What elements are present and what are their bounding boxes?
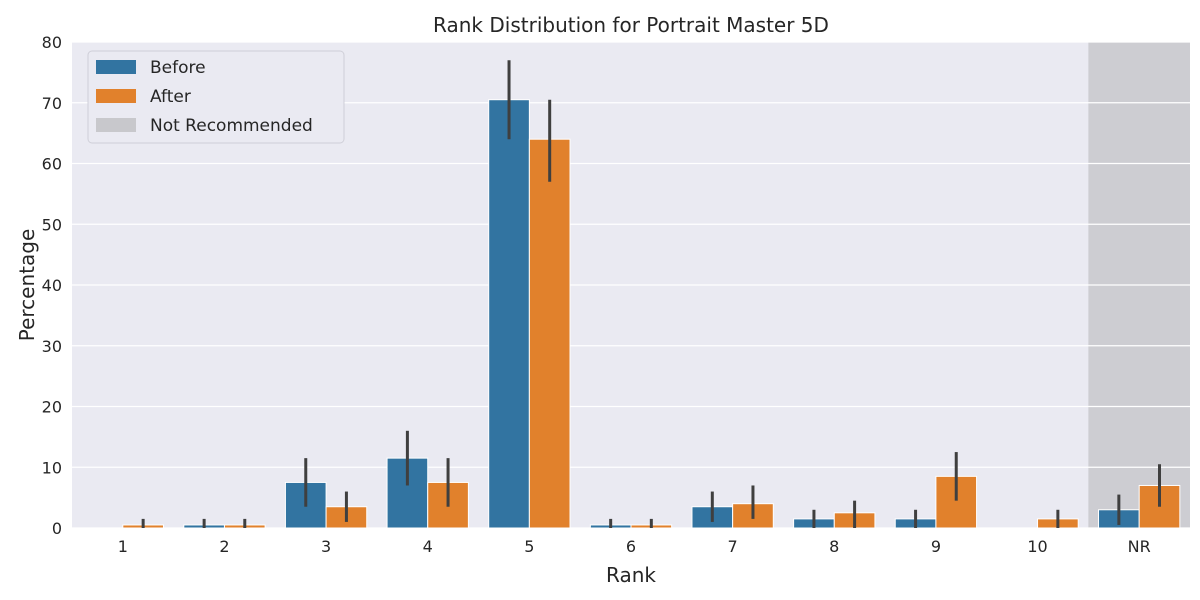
x-tick-label: 10 [1027,537,1047,556]
x-tick-label: 7 [728,537,738,556]
x-tick-label: 6 [626,537,636,556]
x-tick-label: 3 [321,537,331,556]
y-axis-ticks: 0 10 20 30 40 50 60 70 80 [42,33,62,538]
y-tick-label: 0 [52,519,62,538]
x-tick-label: 8 [829,537,839,556]
y-axis-label: Percentage [15,229,39,342]
x-tick-label: 9 [931,537,941,556]
y-tick-label: 30 [42,337,62,356]
legend-swatch-after [96,89,136,103]
legend-label-before: Before [150,58,206,78]
x-axis-ticks: 1 2 3 4 5 6 7 8 9 10 NR [118,537,1151,556]
legend-label-not-recommended: Not Recommended [150,116,313,136]
y-tick-label: 70 [42,94,62,113]
y-tick-label: 10 [42,458,62,477]
legend: Before After Not Recommended [87,50,345,144]
x-tick-label: 1 [118,537,128,556]
x-tick-label: 2 [219,537,229,556]
legend-swatch-before [96,60,136,74]
y-tick-label: 50 [42,215,62,234]
legend-box [87,50,345,144]
legend-label-after: After [150,87,191,107]
x-tick-label: 5 [524,537,534,556]
y-tick-label: 40 [42,276,62,295]
error-bars [141,60,1162,528]
x-tick-label: NR [1128,537,1151,556]
chart-title: Rank Distribution for Portrait Master 5D [433,13,829,37]
x-tick-label: 4 [423,537,433,556]
y-tick-label: 60 [42,155,62,174]
x-axis-label: Rank [606,563,656,587]
legend-swatch-not-recommended [96,118,136,132]
bar-after-5 [528,138,571,529]
y-tick-label: 20 [42,398,62,417]
y-tick-label: 80 [42,33,62,52]
bar-before-5 [488,99,530,529]
